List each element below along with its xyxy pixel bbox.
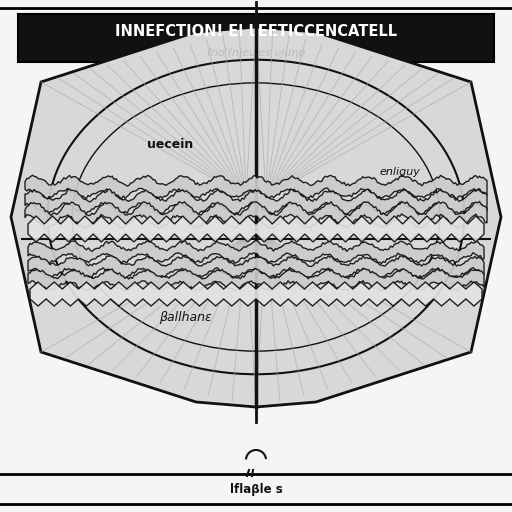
Polygon shape (28, 216, 484, 242)
Polygon shape (11, 27, 501, 407)
Text: uecein: uecein (147, 139, 193, 152)
Polygon shape (25, 189, 487, 215)
Text: lflaβle s: lflaβle s (229, 483, 283, 497)
Polygon shape (25, 175, 487, 199)
Polygon shape (28, 255, 484, 279)
Text: βallhanε: βallhanε (159, 310, 211, 324)
Text: INNEFCTION! El LEETICCENCATELL: INNEFCTION! El LEETICCENCATELL (115, 25, 397, 39)
Text: enliguy: enliguy (379, 167, 420, 177)
Text: fno'(njeυ'es υjuηp: fno'(njeυ'es υjuηp (207, 48, 305, 58)
Polygon shape (28, 269, 484, 291)
FancyBboxPatch shape (18, 14, 494, 62)
Polygon shape (30, 282, 482, 306)
Polygon shape (25, 202, 487, 229)
Polygon shape (28, 241, 484, 264)
